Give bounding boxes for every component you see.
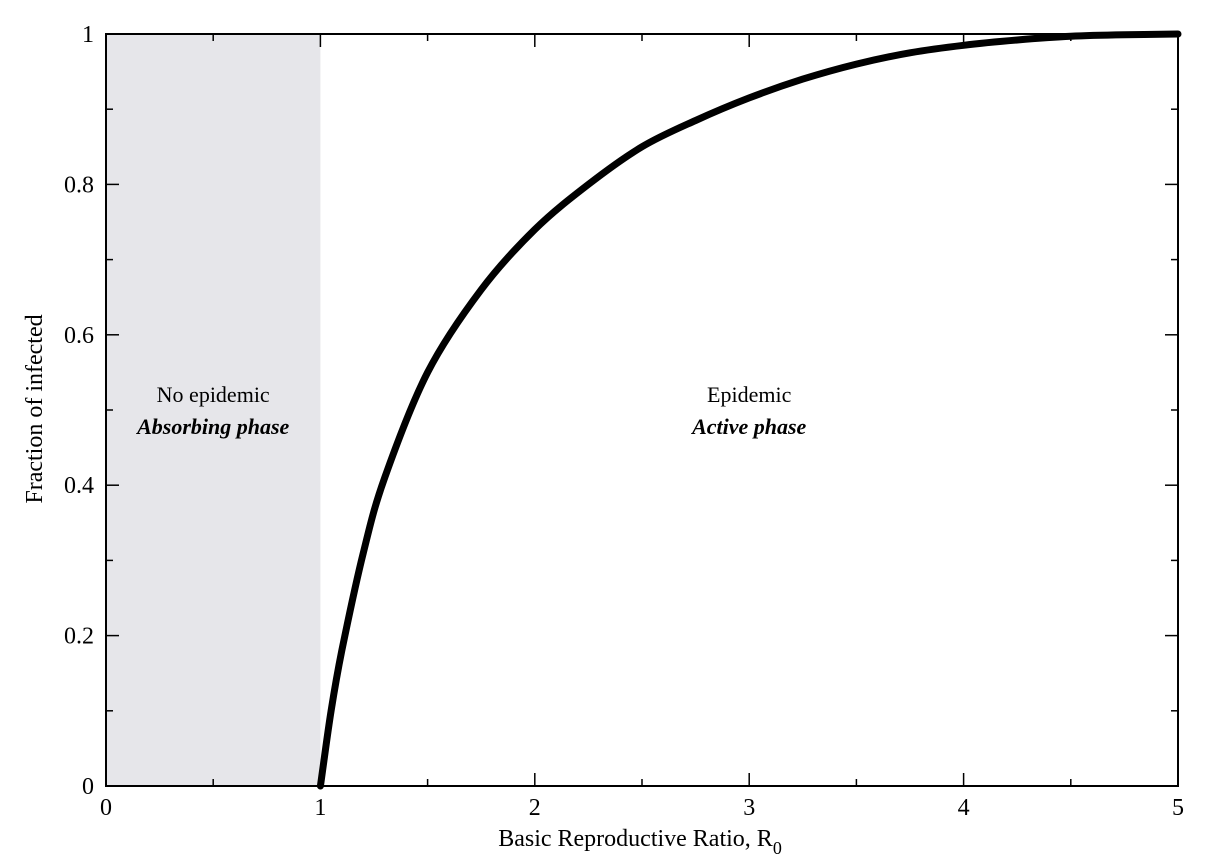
y-tick-labels: 0 0.2 0.4 0.6 0.8 1 bbox=[64, 22, 94, 800]
shaded-absorbing-region bbox=[106, 34, 321, 786]
x-tick-labels: 0 1 2 3 4 5 bbox=[100, 795, 1184, 821]
y-tick-label: 0.2 bbox=[64, 624, 94, 650]
x-tick-label: 1 bbox=[314, 795, 326, 821]
annotation-absorbing-line1: No epidemic bbox=[157, 382, 270, 407]
plot-frame bbox=[105, 33, 1179, 787]
annotation-active: Epidemic Active phase bbox=[690, 382, 806, 439]
minor-ticks bbox=[106, 34, 1178, 786]
x-tick-label: 4 bbox=[958, 795, 970, 821]
annotation-absorbing: No epidemic Absorbing phase bbox=[135, 382, 289, 439]
y-axis-title: Fraction of infected bbox=[22, 314, 48, 503]
x-tick-label: 3 bbox=[743, 795, 755, 821]
x-tick-label: 0 bbox=[100, 795, 112, 821]
x-axis-title-subscript: 0 bbox=[773, 838, 782, 858]
y-tick-label: 0 bbox=[82, 774, 94, 800]
series-line bbox=[316, 30, 1182, 790]
annotation-absorbing-line2: Absorbing phase bbox=[135, 414, 289, 439]
y-tick-label: 0.6 bbox=[64, 323, 94, 349]
x-tick-label: 2 bbox=[529, 795, 541, 821]
annotation-active-line2: Active phase bbox=[690, 414, 806, 439]
x-tick-label: 5 bbox=[1172, 795, 1184, 821]
y-tick-label: 0.4 bbox=[64, 473, 94, 499]
x-axis-title: Basic Reproductive Ratio, R0 bbox=[498, 826, 782, 858]
y-tick-label: 0.8 bbox=[64, 172, 94, 198]
y-tick-label: 1 bbox=[82, 22, 94, 48]
annotation-active-line1: Epidemic bbox=[707, 382, 792, 407]
